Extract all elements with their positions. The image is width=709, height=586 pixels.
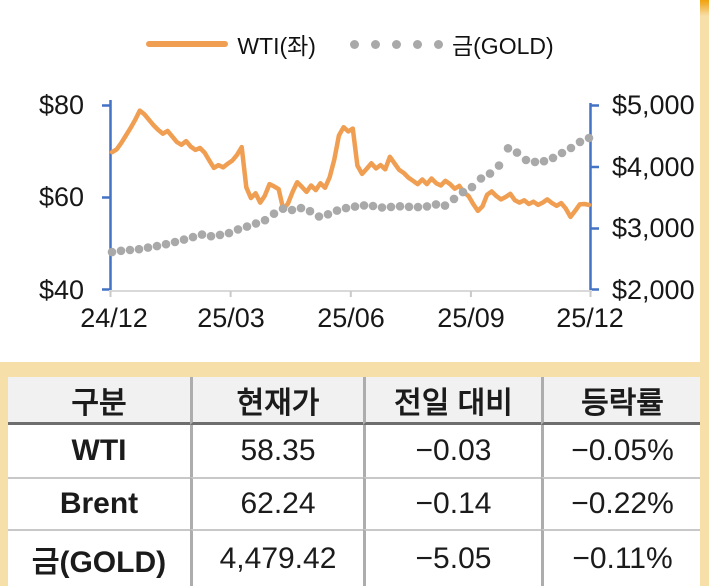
table-cell-change: −5.05	[363, 529, 541, 586]
y-axis-label-left: $80	[38, 90, 84, 120]
commodity-chart: WTI(좌) 금(GOLD) $80 $60 $	[0, 27, 700, 333]
y-axis-label-right: $5,000	[612, 90, 695, 120]
table-header-price: 현재가	[190, 377, 363, 425]
gold-price-dots	[107, 133, 594, 257]
table-cell-pct: −0.11%	[541, 529, 701, 586]
table-cell-price: 4,479.42	[190, 529, 363, 586]
right-axis-ticks	[590, 104, 599, 291]
legend-label-gold: 금(GOLD)	[451, 33, 554, 59]
y-axis-label-right: $2,000	[612, 275, 695, 305]
table-cell-pct: −0.05%	[541, 425, 701, 477]
price-table: 구분 현재가 전일 대비 등락률 WTI 58.35 −0.03 −0.05% …	[8, 377, 701, 586]
table-cell-pct: −0.22%	[541, 477, 701, 529]
chart-legend: WTI(좌) 금(GOLD)	[0, 27, 700, 61]
table-cell-name: WTI	[8, 425, 190, 477]
y-axis-label-left: $60	[38, 182, 84, 212]
table-cell-price: 62.24	[190, 477, 363, 529]
wti-price-line	[109, 108, 592, 220]
x-axis-label: 24/12	[80, 303, 148, 333]
page-accent-strip	[700, 0, 709, 586]
table-cell-name: 금(GOLD)	[8, 529, 190, 586]
x-axis-label: 25/06	[317, 303, 385, 333]
x-axis-label: 25/03	[197, 303, 265, 333]
legend-item-gold: 금(GOLD)	[349, 27, 554, 61]
table-header-pct: 등락률	[541, 377, 701, 425]
table-cell-price: 58.35	[190, 425, 363, 477]
left-axis-ticks	[102, 104, 111, 291]
x-axis-label: 25/12	[556, 303, 624, 333]
table-cell-change: −0.14	[363, 477, 541, 529]
plot-area	[102, 100, 599, 297]
table-cell-name: Brent	[8, 477, 190, 529]
y-axis-label-right: $4,000	[612, 152, 695, 182]
table-header-category: 구분	[8, 377, 190, 425]
wti-line-swatch-icon	[146, 41, 229, 47]
legend-label-wti: WTI(좌)	[237, 33, 316, 59]
gold-dots-swatch-icon	[349, 39, 443, 49]
y-axis-label-left: $40	[38, 275, 84, 305]
table-header-change: 전일 대비	[363, 377, 541, 425]
table-cell-change: −0.03	[363, 425, 541, 477]
table-section: 구분 현재가 전일 대비 등락률 WTI 58.35 −0.03 −0.05% …	[0, 362, 709, 586]
x-axis-label: 25/09	[437, 303, 505, 333]
y-axis-label-right: $3,000	[612, 213, 695, 243]
legend-item-wti: WTI(좌)	[146, 27, 316, 61]
x-axis-ticks	[109, 291, 592, 297]
